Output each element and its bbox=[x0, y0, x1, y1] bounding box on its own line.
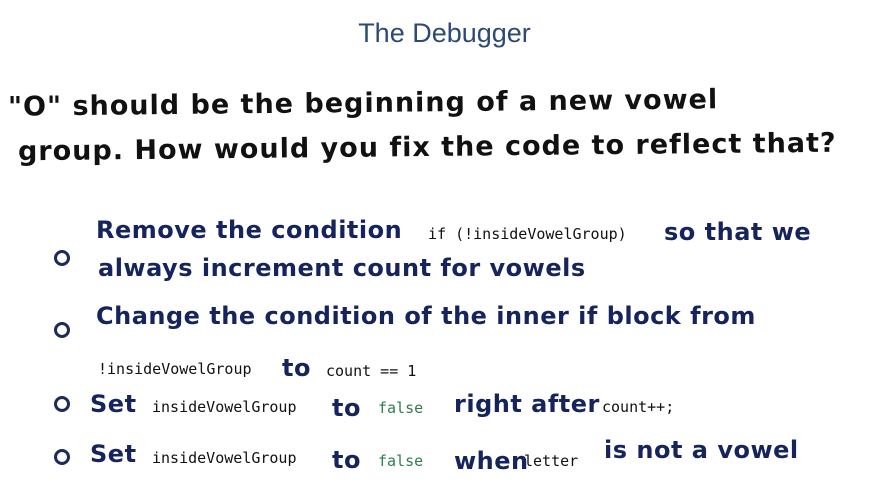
option-radio[interactable] bbox=[54, 250, 70, 266]
option-code: letter bbox=[524, 452, 579, 470]
option-code: false bbox=[378, 399, 424, 417]
question-line: group. How would you fix the code to ref… bbox=[17, 127, 837, 168]
option-radio[interactable] bbox=[54, 396, 70, 412]
option-text: to bbox=[282, 354, 311, 382]
question-line: "O" should be the beginning of a new vow… bbox=[7, 84, 719, 123]
option-text: always increment count for vowels bbox=[98, 254, 586, 282]
option-text: Set bbox=[90, 390, 137, 418]
option-code: count == 1 bbox=[326, 362, 417, 380]
slide-title: The Debugger bbox=[358, 18, 531, 48]
option-code: false bbox=[378, 452, 424, 470]
option-radio[interactable] bbox=[54, 322, 70, 338]
option-text: so that we bbox=[664, 218, 812, 246]
option-code: if (!insideVowelGroup) bbox=[428, 225, 627, 243]
option-code: insideVowelGroup bbox=[152, 449, 297, 467]
option-radio[interactable] bbox=[54, 449, 70, 465]
option-text: to bbox=[332, 394, 361, 422]
option-text: Remove the condition bbox=[96, 216, 403, 244]
option-code: count++; bbox=[602, 398, 675, 416]
option-text: Change the condition of the inner if blo… bbox=[96, 302, 756, 330]
option-text: Set bbox=[90, 440, 137, 468]
option-code: !insideVowelGroup bbox=[98, 360, 252, 378]
option-text: when bbox=[454, 447, 529, 475]
option-text: right after bbox=[454, 390, 600, 418]
option-text: to bbox=[332, 446, 361, 474]
option-code: insideVowelGroup bbox=[152, 398, 297, 416]
option-text: is not a vowel bbox=[604, 436, 799, 464]
